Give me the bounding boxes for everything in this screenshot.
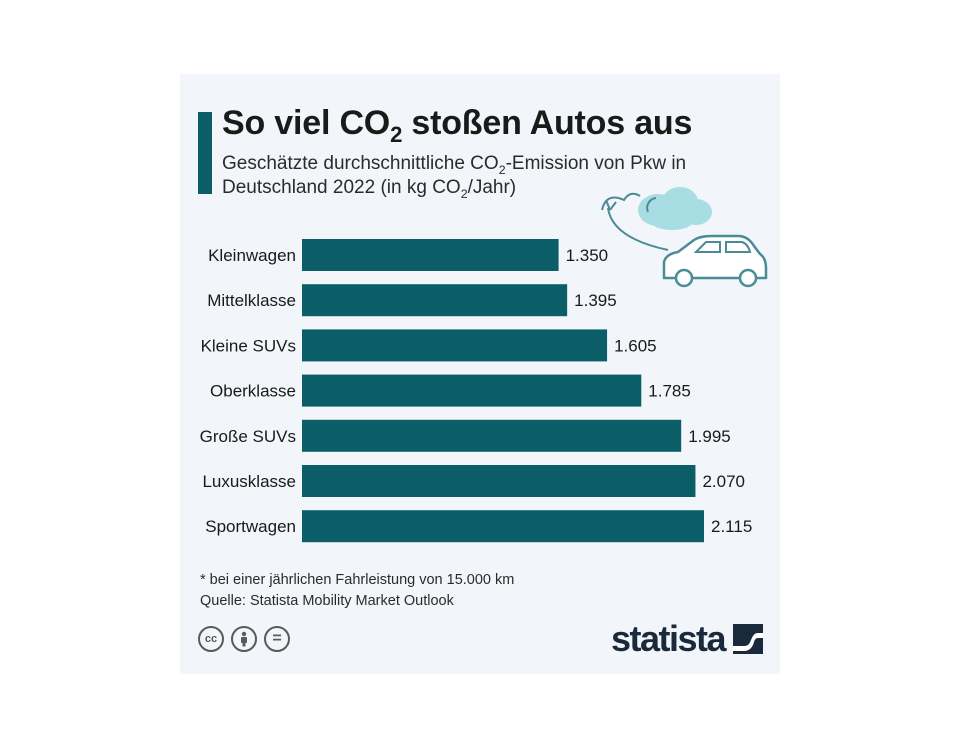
category-label: Kleinwagen bbox=[208, 246, 296, 265]
footnote-text: * bei einer jährlichen Fahrleistung von … bbox=[200, 572, 515, 588]
cloud-icon bbox=[601, 187, 712, 251]
bar-chart: Kleinwagen 1.350 Mittelklasse 1.395 Kleine S… bbox=[200, 239, 752, 543]
category-label: Sportwagen bbox=[205, 517, 296, 536]
value-label: 1.350 bbox=[566, 246, 609, 265]
chart-footnote: * bei einer jährlichen Fahrleistung von … bbox=[200, 570, 514, 612]
chart-card bbox=[180, 74, 780, 674]
statista-logo-icon bbox=[733, 624, 764, 654]
category-label: Oberklasse bbox=[210, 382, 296, 401]
bar bbox=[302, 374, 642, 407]
license-icons: cc = bbox=[198, 626, 290, 652]
car-emission-illustration bbox=[601, 187, 768, 288]
category-label: Große SUVs bbox=[200, 427, 296, 446]
bar bbox=[302, 284, 568, 317]
category-label: Luxusklasse bbox=[202, 472, 296, 491]
bar bbox=[302, 239, 559, 271]
bar bbox=[302, 419, 682, 452]
value-label: 2.115 bbox=[711, 517, 752, 536]
category-label: Kleine SUVs bbox=[201, 336, 296, 355]
statista-logo[interactable]: statista bbox=[611, 618, 764, 660]
source-text: Quelle: Statista Mobility Market Outlook bbox=[200, 593, 454, 609]
cc-icon[interactable]: cc bbox=[198, 626, 224, 652]
value-label: 1.785 bbox=[648, 382, 691, 401]
title-accent-bar bbox=[198, 112, 212, 194]
logo-text: statista bbox=[611, 618, 727, 659]
value-label: 1.605 bbox=[614, 336, 657, 355]
category-label: Mittelklasse bbox=[207, 291, 296, 310]
car-icon bbox=[662, 234, 768, 288]
chart-title: So viel CO2 stoßen Autos aus bbox=[222, 104, 693, 147]
chart-subtitle: Geschätzte durchschnittliche CO2-Emissio… bbox=[222, 153, 687, 201]
bar bbox=[302, 465, 696, 497]
no-derivatives-icon[interactable]: = bbox=[264, 626, 290, 652]
bar bbox=[302, 329, 608, 362]
attribution-icon[interactable] bbox=[231, 626, 257, 652]
value-label: 1.995 bbox=[688, 427, 731, 446]
bar bbox=[302, 510, 704, 543]
value-label: 1.395 bbox=[574, 291, 617, 310]
value-label: 2.070 bbox=[702, 472, 745, 491]
